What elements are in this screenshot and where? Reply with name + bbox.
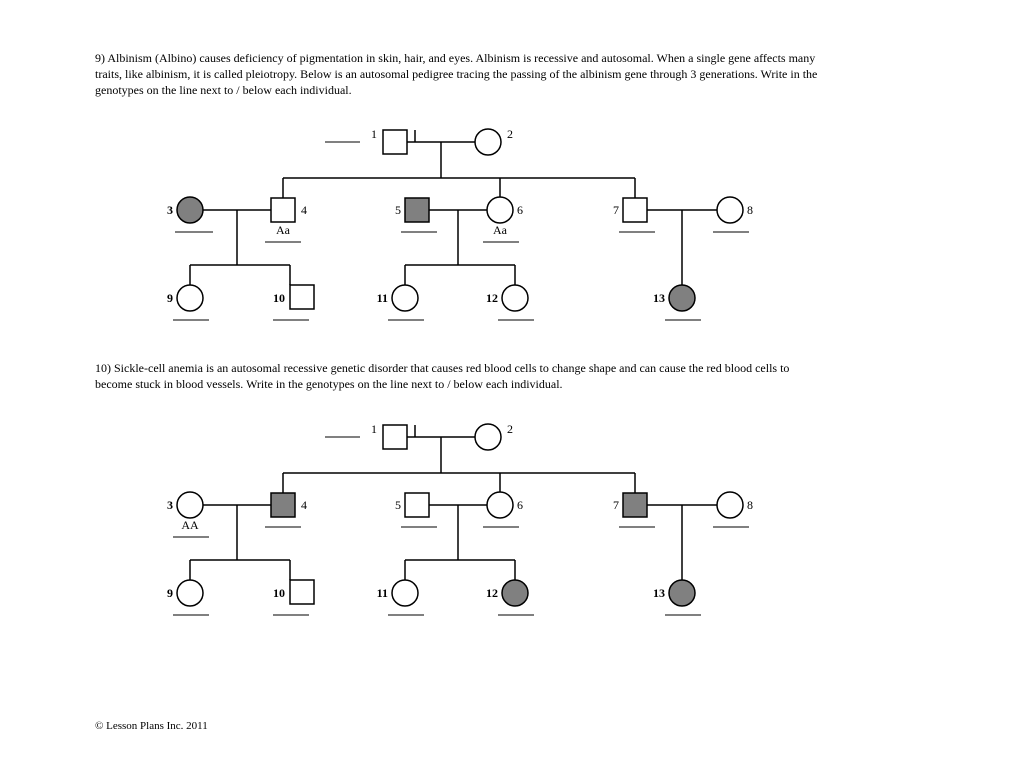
node-7-label: 7 [613,203,619,217]
node-3-hint: AA [181,518,199,532]
node-5-label: 5 [395,203,401,217]
node-13-label: 13 [653,291,665,305]
node-6-label: 6 [517,203,523,217]
node-1-label: 1 [371,422,377,436]
node-3-label: 3 [167,203,173,217]
node-4-label: 4 [301,203,307,217]
node-1-square [383,425,407,449]
node-10-square [290,580,314,604]
node-5-square [405,198,429,222]
q10-number: 10) [95,361,111,375]
node-3-circle [177,492,203,518]
node-2-circle [475,129,501,155]
node-8-label: 8 [747,203,753,217]
node-11-circle [392,285,418,311]
node-6-label: 6 [517,498,523,512]
node-10-label: 10 [273,586,285,600]
node-9-circle [177,580,203,606]
node-7-square [623,198,647,222]
node-8-circle [717,492,743,518]
footer-copyright: © Lesson Plans Inc. 2011 [95,720,208,732]
node-10-label: 10 [273,291,285,305]
node-5-label: 5 [395,498,401,512]
q10-body: Sickle-cell anemia is an autosomal reces… [95,361,789,391]
node-4-hint: Aa [276,223,291,237]
question-9-text: 9) Albinism (Albino) causes deficiency o… [95,50,825,99]
node-8-circle [717,197,743,223]
q9-body: Albinism (Albino) causes deficiency of p… [95,51,817,97]
node-4-square [271,493,295,517]
q9-number: 9) [95,51,105,65]
node-1-square [383,130,407,154]
node-6-circle [487,197,513,223]
node-2-label: 2 [507,127,513,141]
node-1-label: 1 [371,127,377,141]
node-4-label: 4 [301,498,307,512]
node-3-circle [177,197,203,223]
node-2-label: 2 [507,422,513,436]
node-6-circle [487,492,513,518]
question-10-text: 10) Sickle-cell anemia is an autosomal r… [95,360,825,392]
pedigree-q10: 1 2 3 AA 4 5 6 7 [95,415,835,645]
node-6-hint: Aa [493,223,508,237]
node-4-square [271,198,295,222]
node-13-label: 13 [653,586,665,600]
node-7-square [623,493,647,517]
node-9-circle [177,285,203,311]
node-11-label: 11 [377,291,388,305]
node-5-square [405,493,429,517]
node-3-label: 3 [167,498,173,512]
node-10-square [290,285,314,309]
node-11-label: 11 [377,586,388,600]
worksheet-page: 9) Albinism (Albino) causes deficiency o… [0,0,1024,768]
node-13-circle [669,580,695,606]
node-12-circle [502,285,528,311]
node-12-label: 12 [486,291,498,305]
node-9-label: 9 [167,586,173,600]
node-7-label: 7 [613,498,619,512]
node-9-label: 9 [167,291,173,305]
node-2-circle [475,424,501,450]
node-8-label: 8 [747,498,753,512]
node-13-circle [669,285,695,311]
node-12-circle [502,580,528,606]
pedigree-q9: 1 2 3 4 Aa 5 6 Aa [95,120,835,350]
node-11-circle [392,580,418,606]
node-12-label: 12 [486,586,498,600]
